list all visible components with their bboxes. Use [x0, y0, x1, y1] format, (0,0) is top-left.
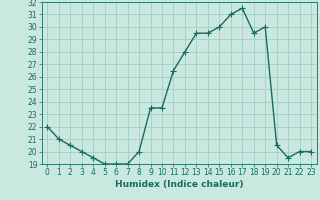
X-axis label: Humidex (Indice chaleur): Humidex (Indice chaleur): [115, 180, 244, 189]
